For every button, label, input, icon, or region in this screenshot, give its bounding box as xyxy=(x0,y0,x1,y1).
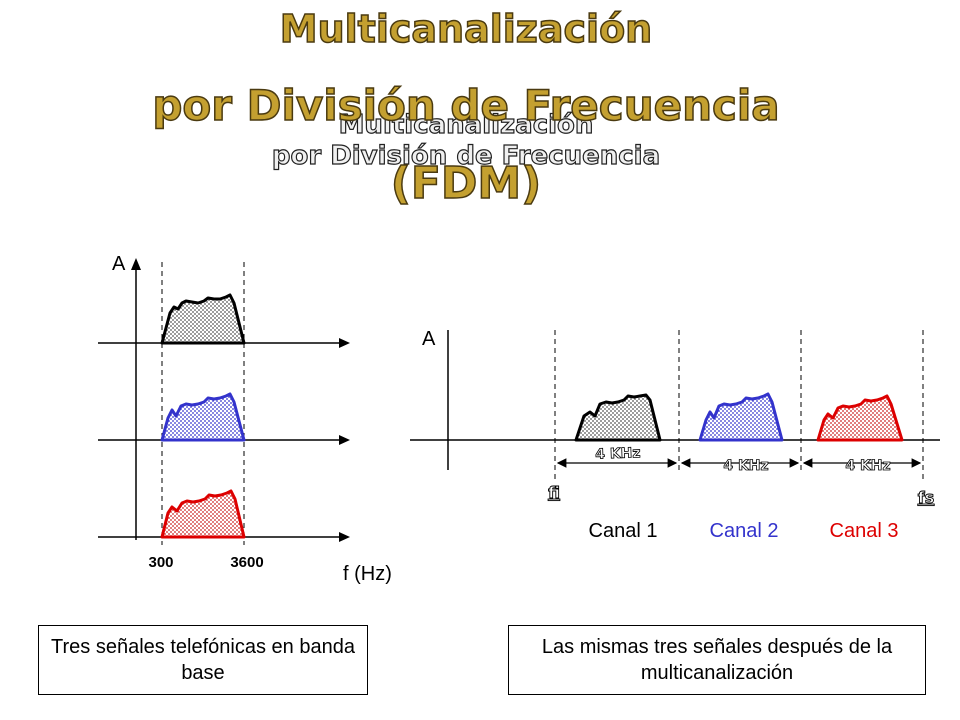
bandwidth-label-2: 4 KHz xyxy=(723,458,768,474)
title-shadow-layer: Multicanalización por División de Frecue… xyxy=(271,109,661,171)
left-signal-blue xyxy=(160,392,246,442)
right-y-label: A xyxy=(422,328,436,350)
title-line3: (FDM) xyxy=(391,158,542,209)
left-tick-3600: 3600 xyxy=(230,554,263,571)
right-caption-text: Las mismas tres señales después de la mu… xyxy=(541,636,893,684)
right-diagram: A 4 KHz 4 KHz 4 KHz fi fs Canal 1 Canal … xyxy=(410,328,940,542)
right-signal-canal3 xyxy=(816,394,904,442)
left-x-axis-bottom-arrow xyxy=(339,532,350,542)
right-signal-canal1 xyxy=(574,393,662,442)
title-line2: por División de Frecuencia xyxy=(152,81,779,130)
left-x-label: f (Hz) xyxy=(343,563,392,585)
right-caption-box: Las mismas tres señales después de la mu… xyxy=(508,625,926,695)
fi-label: fi xyxy=(548,483,560,502)
title-main-layer: Multicanalización por División de Frecue… xyxy=(152,6,781,210)
left-signal-black xyxy=(160,293,246,345)
left-diagram: A 300 3600 f (Hz) xyxy=(98,253,392,585)
left-tick-300: 300 xyxy=(148,554,173,571)
right-signal-canal2 xyxy=(698,392,784,442)
left-y-axis-arrow xyxy=(131,258,141,270)
title-line1: Multicanalización xyxy=(280,7,652,51)
fs-label: fs xyxy=(918,488,934,507)
title-shadow-line2: por División de Frecuencia xyxy=(272,141,660,171)
left-caption-text: Tres señales telefónicas en banda base xyxy=(51,636,355,684)
bandwidth-label-1: 4 KHz xyxy=(595,445,641,463)
canal-3-label: Canal 3 xyxy=(830,520,899,542)
title-shadow-line1: Multicanalización xyxy=(339,110,594,140)
canal-1-label: Canal 1 xyxy=(589,520,658,542)
left-y-label: A xyxy=(112,253,126,275)
left-signal-red xyxy=(160,489,246,539)
bandwidth-label-3: 4 KHz xyxy=(845,458,890,474)
left-x-axis-middle-arrow xyxy=(339,435,350,445)
left-x-axis-top-arrow xyxy=(339,338,350,348)
left-caption-box: Tres señales telefónicas en banda base xyxy=(38,625,368,695)
canal-2-label: Canal 2 xyxy=(710,520,779,542)
title-group: Multicanalización por División de Frecue… xyxy=(152,6,781,210)
